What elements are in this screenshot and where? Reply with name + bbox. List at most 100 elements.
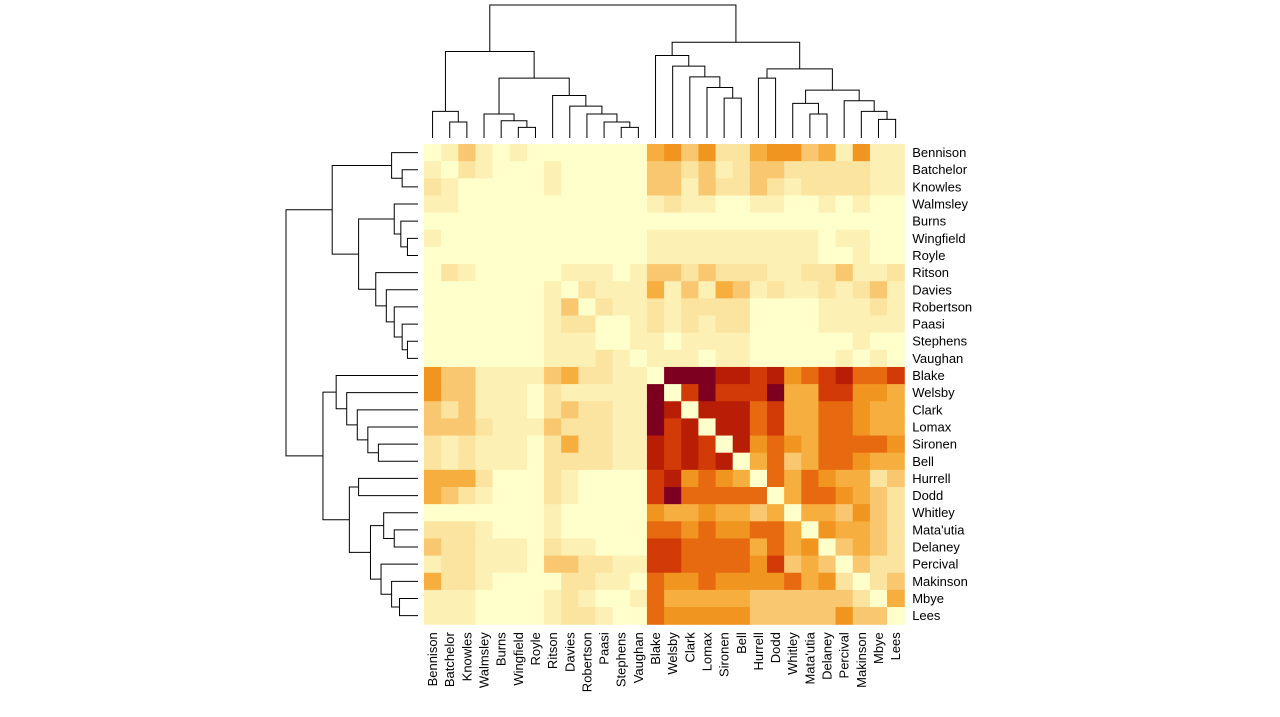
heatmap-cell	[801, 212, 820, 231]
heatmap-cell	[887, 435, 905, 454]
heatmap-cell	[646, 384, 665, 402]
heatmap-cell	[732, 521, 751, 540]
heatmap-cell	[732, 384, 751, 402]
heatmap-cell	[767, 435, 785, 454]
heatmap-cell	[818, 418, 837, 437]
heatmap-cell	[526, 469, 545, 488]
heatmap-cell	[681, 572, 699, 591]
heatmap-cell	[784, 264, 802, 282]
heatmap-cell	[578, 212, 597, 231]
heatmap-cell	[612, 435, 631, 454]
heatmap-cell	[801, 607, 820, 625]
heatmap-cell	[629, 384, 648, 402]
heatmap-cell	[852, 229, 871, 248]
heatmap-cell	[595, 418, 614, 437]
heatmap-cell	[869, 418, 888, 437]
heatmap-cell	[887, 521, 905, 540]
heatmap-cell	[629, 469, 648, 488]
heatmap-cell	[475, 229, 494, 248]
heatmap-cell	[441, 332, 459, 351]
heatmap-cell	[578, 504, 597, 522]
heatmap-cell	[612, 401, 631, 419]
heatmap-cell	[767, 144, 785, 162]
heatmap-cell	[509, 315, 528, 334]
row-label: Clark	[912, 402, 943, 417]
column-label: Stephens	[614, 632, 629, 687]
heatmap-cell	[646, 555, 665, 574]
heatmap-cell	[869, 212, 888, 231]
heatmap-cell	[681, 212, 699, 231]
heatmap-cell	[869, 401, 888, 419]
row-labels: Bennison Batchelor Knowles Walmsley Burns Win…	[912, 145, 972, 623]
heatmap-cell	[749, 212, 768, 231]
heatmap-cell	[869, 504, 888, 522]
heatmap-cell	[698, 504, 717, 522]
heatmap-cell	[869, 572, 888, 591]
heatmap-cell	[441, 521, 459, 540]
heatmap-cell	[681, 607, 699, 625]
dendrogram-branch	[331, 164, 392, 255]
heatmap-cell	[869, 229, 888, 248]
heatmap-cell	[646, 264, 665, 282]
heatmap-cell	[801, 572, 820, 591]
heatmap-cell	[612, 469, 631, 488]
dendrogram-branch	[489, 4, 737, 52]
heatmap-cell	[458, 161, 477, 179]
heatmap-cell	[646, 401, 665, 419]
heatmap-cell	[818, 332, 837, 351]
heatmap-cell	[732, 281, 751, 299]
heatmap-cell	[749, 435, 768, 454]
heatmap-cell	[818, 178, 837, 197]
heatmap-cell	[561, 212, 579, 231]
heatmap-cell	[561, 452, 579, 471]
heatmap-cell	[681, 281, 699, 299]
heatmap-cell	[458, 401, 477, 419]
heatmap-cell	[424, 452, 442, 471]
column-label: Wingfield	[511, 632, 526, 685]
heatmap-cell	[869, 161, 888, 179]
heatmap-cell	[561, 264, 579, 282]
column-labels: Bennison Batchelor Knowles Walmsley Burns Win…	[425, 631, 903, 692]
heatmap-cell	[664, 332, 682, 351]
heatmap-cell	[629, 144, 648, 162]
heatmap-cell	[458, 246, 477, 265]
heatmap-cell	[801, 195, 820, 214]
heatmap-cell	[441, 264, 459, 282]
heatmap-cell	[458, 572, 477, 591]
heatmap-cell	[526, 366, 545, 385]
heatmap-cell	[681, 521, 699, 540]
heatmap-cell	[544, 264, 562, 282]
heatmap-cell	[526, 178, 545, 197]
heatmap-cell	[698, 607, 717, 625]
heatmap-cell	[509, 349, 528, 368]
heatmap-cell	[595, 144, 614, 162]
dendrogram-branch	[766, 68, 833, 91]
heatmap-cell	[475, 572, 494, 591]
heatmap-cell	[852, 555, 871, 574]
heatmap-cell	[646, 469, 665, 488]
heatmap-cell	[578, 195, 597, 214]
heatmap-cell	[475, 435, 494, 454]
heatmap-cell	[458, 607, 477, 625]
heatmap-cell	[801, 435, 820, 454]
heatmap-cell	[646, 229, 665, 248]
heatmap-cell	[698, 178, 717, 197]
heatmap-cell	[509, 538, 528, 557]
column-label: Hurrell	[751, 632, 766, 670]
heatmap-cell	[715, 281, 734, 299]
column-label: Lomax	[699, 632, 714, 672]
heatmap-cell	[441, 315, 459, 334]
heatmap-cell	[852, 469, 871, 488]
heatmap-cell	[801, 178, 820, 197]
heatmap-cell	[835, 504, 854, 522]
heatmap-cell	[664, 538, 682, 557]
heatmap-cell	[458, 144, 477, 162]
heatmap-cell	[424, 178, 442, 197]
heatmap-cell	[784, 298, 802, 317]
heatmap-cell	[595, 315, 614, 334]
heatmap-cell	[544, 144, 562, 162]
heatmap-cell	[887, 589, 905, 608]
heatmap-cell	[612, 315, 631, 334]
heatmap-cell	[869, 281, 888, 299]
heatmap-cell	[475, 418, 494, 437]
